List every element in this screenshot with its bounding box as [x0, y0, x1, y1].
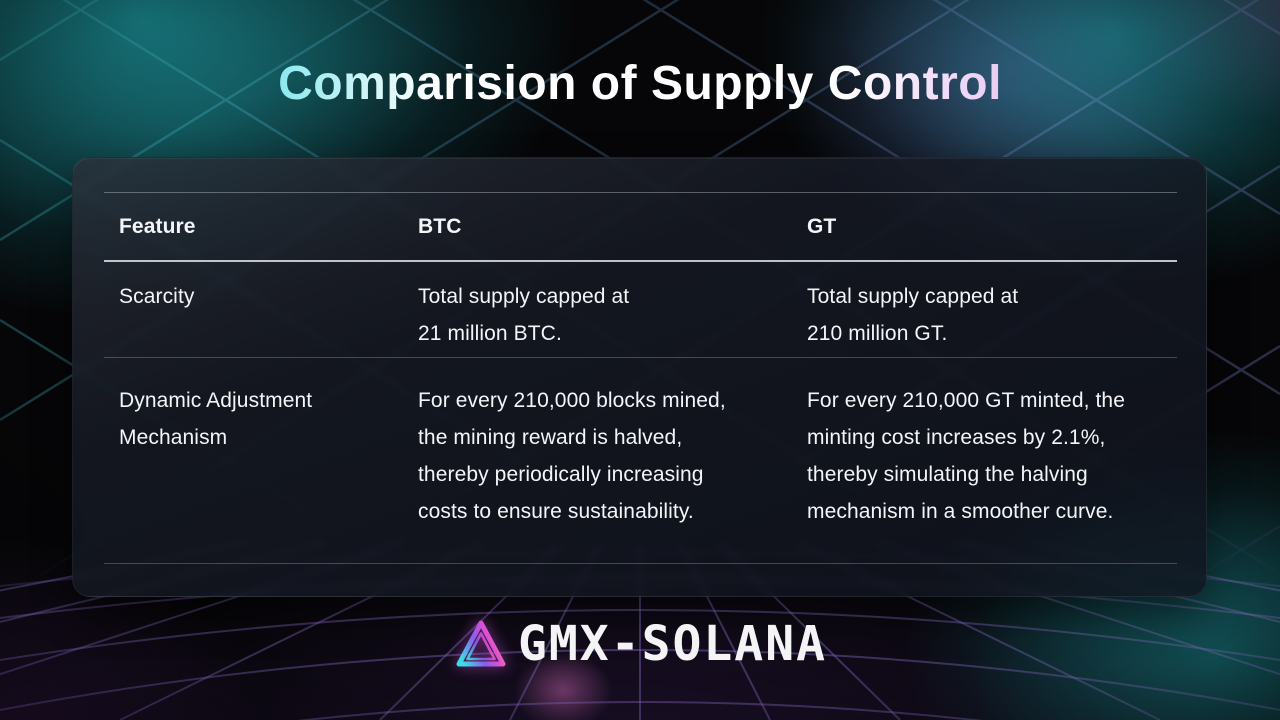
cell-btc: For every 210,000 blocks mined, the mini…: [418, 389, 726, 523]
brand-logo-text: GMX-SOLANA: [518, 616, 827, 672]
cell-feature: Dynamic Adjustment Mechanism: [119, 389, 313, 449]
table-header-row: Feature BTC GT: [104, 193, 1177, 262]
table-row-dynamic-adjustment: Dynamic Adjustment Mechanism For every 2…: [104, 358, 1177, 564]
page-title: Comparision of Supply Control: [278, 57, 1002, 110]
comparison-card: Feature BTC GT Scarcity Total supply cap…: [72, 157, 1207, 597]
triangle-logo-icon: [456, 620, 506, 667]
cell-btc: Total supply capped at 21 million BTC.: [418, 285, 630, 345]
brand-logo: GMX-SOLANA: [0, 616, 1280, 672]
title-bar: Comparision of Supply Control: [0, 56, 1280, 111]
cell-gt: For every 210,000 GT minted, the minting…: [807, 389, 1125, 523]
comparison-table: Feature BTC GT Scarcity Total supply cap…: [104, 192, 1177, 564]
col-header-gt: GT: [807, 215, 837, 238]
cell-gt: Total supply capped at 210 million GT.: [807, 285, 1019, 345]
col-header-btc: BTC: [418, 215, 462, 238]
table-row-scarcity: Scarcity Total supply capped at 21 milli…: [104, 262, 1177, 358]
cell-feature: Scarcity: [119, 285, 195, 308]
col-header-feature: Feature: [119, 215, 196, 238]
